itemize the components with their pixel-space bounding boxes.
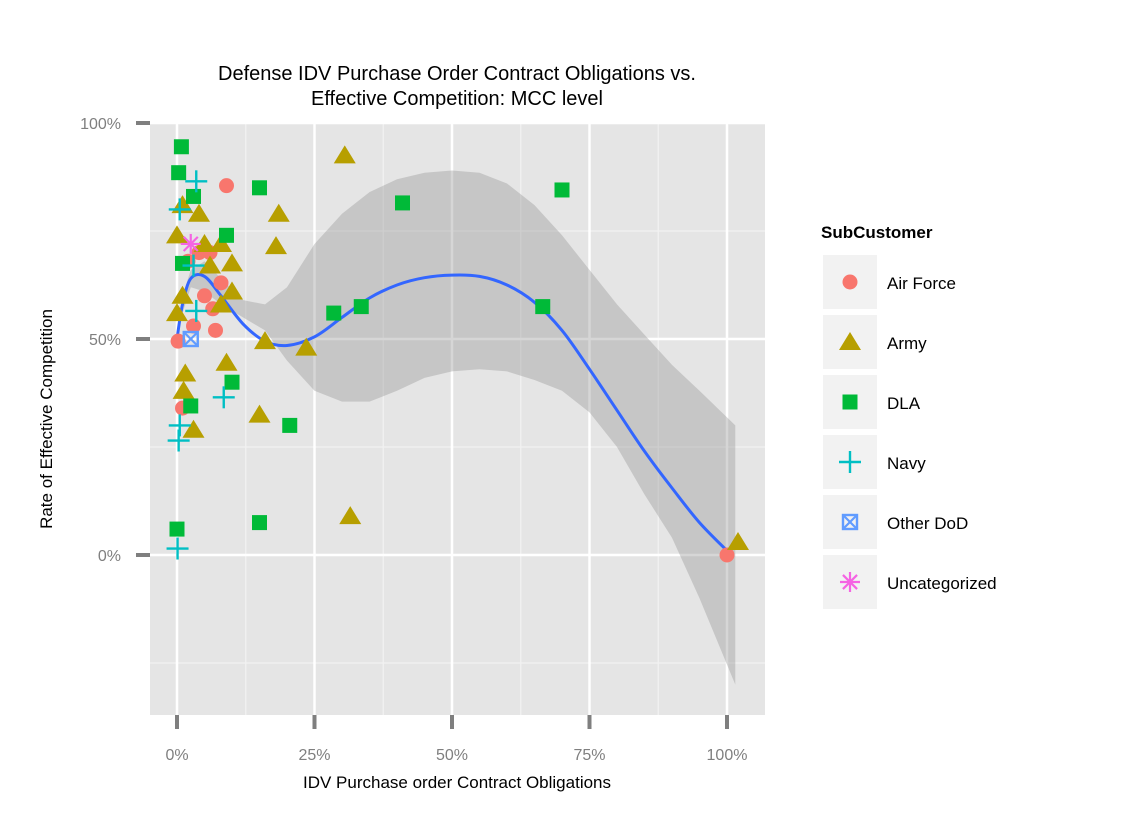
point-army bbox=[210, 233, 232, 252]
points-layer bbox=[166, 139, 749, 563]
chart-title-line-2: Effective Competition: MCC level bbox=[311, 88, 603, 110]
point-army bbox=[248, 404, 271, 423]
point-army bbox=[295, 337, 318, 356]
legend-title: SubCustomer bbox=[821, 223, 933, 242]
legend-symbol-uncategorized bbox=[840, 572, 860, 592]
grid-major bbox=[150, 121, 765, 715]
grid-minor bbox=[150, 123, 765, 715]
point-army bbox=[166, 225, 188, 244]
point-army bbox=[166, 303, 188, 322]
point-army bbox=[265, 236, 287, 255]
point-dla bbox=[282, 417, 298, 433]
legend-symbol-dla bbox=[842, 394, 858, 410]
point-dla bbox=[186, 188, 201, 204]
point-army bbox=[193, 233, 216, 252]
confidence-band bbox=[177, 170, 736, 685]
point-air-force bbox=[213, 275, 229, 291]
y-tick-label: 100% bbox=[80, 116, 121, 133]
legend-label-dla: DLA bbox=[887, 394, 921, 413]
point-dla bbox=[224, 374, 240, 390]
point-navy bbox=[168, 198, 191, 221]
point-army bbox=[267, 203, 290, 222]
point-army bbox=[727, 532, 749, 551]
chart-title: Defense IDV Purchase Order Contract Obli… bbox=[218, 63, 696, 110]
point-navy bbox=[182, 254, 205, 277]
chart-title-line-1: Defense IDV Purchase Order Contract Obli… bbox=[218, 63, 696, 85]
legend-symbol-navy bbox=[839, 451, 861, 473]
point-army bbox=[210, 294, 232, 313]
x-tick-label: 75% bbox=[573, 747, 605, 764]
point-army bbox=[254, 331, 276, 350]
point-uncategorized bbox=[180, 233, 201, 254]
y-axis: 0% 50% 100% bbox=[80, 116, 150, 565]
smooth-layer bbox=[175, 170, 736, 685]
point-air-force bbox=[719, 547, 735, 563]
point-army bbox=[171, 285, 194, 304]
point-dla bbox=[183, 398, 199, 414]
point-army bbox=[174, 363, 197, 382]
legend-label-other-dod: Other DoD bbox=[887, 514, 968, 533]
point-air-force bbox=[219, 178, 234, 194]
x-tick-label: 25% bbox=[298, 747, 330, 764]
x-tick-label: 100% bbox=[707, 747, 748, 764]
point-army bbox=[172, 380, 195, 399]
point-dla bbox=[395, 195, 410, 211]
legend-symbol-air-force bbox=[842, 274, 858, 290]
point-other-dod bbox=[182, 330, 199, 348]
x-tick-label: 50% bbox=[436, 747, 468, 764]
point-dla bbox=[252, 515, 267, 531]
legend-symbol-other-dod bbox=[841, 513, 859, 531]
point-dla bbox=[326, 305, 342, 321]
point-dla bbox=[353, 299, 369, 315]
point-dla bbox=[219, 227, 234, 243]
x-axis: 0% 25% 50% 75% 100% bbox=[165, 715, 747, 764]
point-army bbox=[182, 419, 205, 438]
legend: SubCustomer Air Force Army DLA Navy Other Do… bbox=[821, 223, 997, 609]
point-dla bbox=[535, 299, 551, 315]
point-navy bbox=[166, 537, 189, 560]
point-navy bbox=[167, 429, 190, 452]
point-dla bbox=[175, 255, 190, 271]
point-army bbox=[188, 203, 210, 222]
point-navy bbox=[212, 386, 235, 409]
point-air-force bbox=[186, 318, 201, 334]
point-army bbox=[339, 506, 362, 525]
point-dla bbox=[554, 182, 570, 198]
y-tick-label: 50% bbox=[89, 332, 121, 349]
point-navy bbox=[185, 299, 208, 322]
legend-label-army: Army bbox=[887, 334, 927, 353]
point-army bbox=[199, 255, 221, 274]
point-air-force bbox=[170, 333, 186, 349]
point-dla bbox=[171, 165, 187, 181]
point-army bbox=[221, 253, 243, 272]
point-dla bbox=[173, 139, 189, 155]
point-dla bbox=[169, 521, 185, 537]
point-army bbox=[215, 352, 238, 371]
legend-label-air-force: Air Force bbox=[887, 274, 956, 293]
y-tick-label: 0% bbox=[98, 548, 121, 565]
smooth-line bbox=[175, 273, 729, 552]
legend-label-navy: Navy bbox=[887, 454, 926, 473]
point-air-force bbox=[208, 322, 223, 338]
legend-label-uncategorized: Uncategorized bbox=[887, 574, 997, 593]
y-axis-title: Rate of Effective Competition bbox=[37, 309, 56, 529]
point-army bbox=[221, 281, 243, 300]
x-axis-title: IDV Purchase order Contract Obligations bbox=[303, 773, 611, 792]
legend-symbol-army bbox=[839, 332, 861, 350]
point-dla bbox=[252, 180, 267, 196]
point-navy bbox=[185, 170, 208, 193]
point-army bbox=[333, 145, 356, 164]
x-tick-label: 0% bbox=[165, 747, 188, 764]
point-air-force bbox=[197, 288, 212, 304]
